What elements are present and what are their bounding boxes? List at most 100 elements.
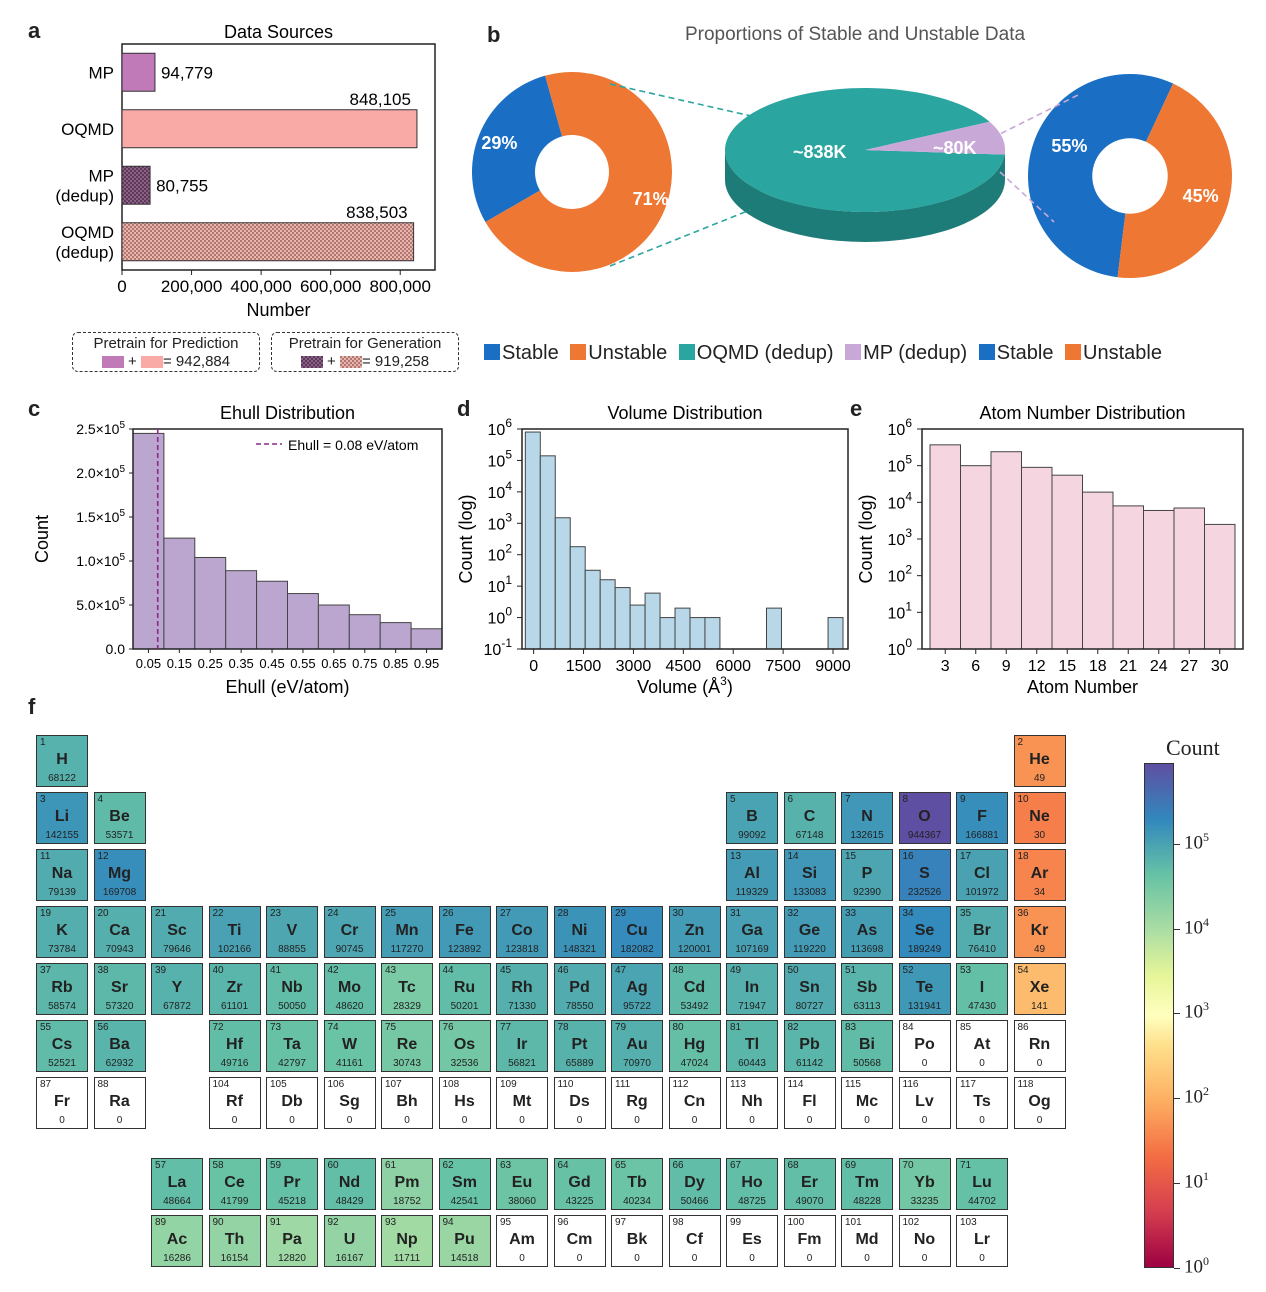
element-number: 36 bbox=[1017, 908, 1029, 919]
right-donut-slice-1 bbox=[1117, 83, 1232, 278]
element-number: 90 bbox=[212, 1217, 224, 1228]
element-number: 29 bbox=[615, 908, 627, 919]
element-number: 54 bbox=[1017, 965, 1029, 976]
element-cell-fl: 114 Fl 0 bbox=[783, 1077, 836, 1129]
element-symbol: Sg bbox=[339, 1093, 360, 1110]
element-number: 105 bbox=[270, 1079, 287, 1090]
element-count: 44702 bbox=[968, 1196, 996, 1207]
element-count: 47024 bbox=[680, 1058, 709, 1069]
chart-c-frame bbox=[132, 428, 443, 650]
bar-a-0 bbox=[121, 52, 156, 92]
element-symbol: Dy bbox=[684, 1174, 705, 1191]
panel-label-c: c bbox=[28, 396, 41, 421]
element-count: 142155 bbox=[45, 830, 79, 841]
element-cell-pr: 59 Pr 45218 bbox=[266, 1158, 318, 1210]
element-symbol: Es bbox=[742, 1231, 762, 1248]
element-number: 118 bbox=[1017, 1079, 1034, 1090]
element-count: 119329 bbox=[735, 887, 769, 898]
element-symbol: Ds bbox=[569, 1093, 590, 1110]
element-cell-he: 2 He 49 bbox=[1013, 735, 1066, 787]
element-number: 85 bbox=[960, 1022, 972, 1033]
element-number: 25 bbox=[385, 908, 397, 919]
element-cell-w: 74 W 41161 bbox=[323, 1020, 376, 1072]
element-number: 102 bbox=[902, 1217, 920, 1228]
element-cell-mg: 12 Mg 169708 bbox=[93, 849, 146, 901]
colorbar-tick-0 bbox=[1174, 1268, 1180, 1269]
element-count: 0 bbox=[979, 1115, 985, 1126]
chart-a-frame bbox=[121, 43, 436, 271]
category-label-a-3: OQMD bbox=[61, 223, 114, 242]
element-number: 108 bbox=[442, 1079, 460, 1090]
element-number: 12 bbox=[97, 851, 109, 862]
element-count: 0 bbox=[749, 1115, 755, 1126]
x-tick-label-c-8: 0.85 bbox=[383, 656, 408, 671]
legend-generation-title: Pretrain for Generation bbox=[288, 335, 442, 352]
element-cell-co: 27 Co 123818 bbox=[496, 906, 548, 958]
element-count: 0 bbox=[116, 1115, 123, 1126]
panel-label-a: a bbox=[28, 18, 41, 43]
element-symbol: Po bbox=[914, 1036, 935, 1053]
element-cell-as: 33 As 113698 bbox=[841, 906, 893, 958]
element-symbol: Ge bbox=[798, 922, 821, 939]
element-count: 0 bbox=[461, 1115, 468, 1126]
right-donut-hole bbox=[1092, 138, 1168, 214]
element-symbol: Nh bbox=[741, 1093, 763, 1110]
element-number: 94 bbox=[442, 1217, 454, 1228]
x-tick-label-e-5: 18 bbox=[1089, 658, 1107, 675]
element-cell-xe: 54 Xe 141 bbox=[1013, 963, 1066, 1015]
element-number: 15 bbox=[845, 851, 857, 862]
element-number: 62 bbox=[442, 1160, 454, 1171]
element-symbol: Lr bbox=[974, 1231, 990, 1248]
colorbar-tick-label-1: 101 bbox=[1184, 1169, 1209, 1193]
element-number: 66 bbox=[672, 1160, 684, 1171]
element-symbol: Ho bbox=[741, 1174, 763, 1191]
element-cell-re: 75 Re 30743 bbox=[381, 1020, 433, 1072]
panel-label-b: b bbox=[487, 22, 501, 47]
colorbar-tick-label-4: 104 bbox=[1184, 914, 1209, 938]
x-tick-label-e-2: 9 bbox=[1002, 658, 1011, 675]
element-count: 50466 bbox=[680, 1196, 709, 1207]
element-count: 63113 bbox=[853, 1001, 881, 1012]
bar-e-6 bbox=[1112, 505, 1144, 650]
bar-a-2 bbox=[121, 165, 151, 205]
element-number: 116 bbox=[902, 1079, 919, 1090]
x-tick-label-a-1: 200,000 bbox=[161, 277, 222, 296]
pie-legend-item-oqmd-dedup: OQMD (dedup) bbox=[678, 342, 834, 364]
element-number: 39 bbox=[155, 965, 167, 976]
element-number: 89 bbox=[155, 1217, 167, 1228]
legend-pretrain-generation: Pretrain for Generation + = 919,258 bbox=[271, 332, 459, 372]
x-tick-label-d-2: 3000 bbox=[616, 658, 652, 675]
element-cell-ga: 31 Ga 107169 bbox=[726, 906, 778, 958]
element-count: 28329 bbox=[393, 1001, 421, 1012]
pie-legend-item-unstable-2: Unstable bbox=[1065, 342, 1162, 364]
element-count: 232526 bbox=[907, 887, 942, 898]
x-tick-label-e-1: 6 bbox=[971, 658, 980, 675]
element-symbol: Bk bbox=[626, 1231, 648, 1248]
element-count: 76410 bbox=[968, 944, 996, 955]
element-cell-ca: 20 Ca 70943 bbox=[93, 906, 146, 958]
element-symbol: Li bbox=[54, 808, 70, 825]
element-number: 79 bbox=[615, 1022, 627, 1033]
element-number: 5 bbox=[730, 794, 736, 805]
element-symbol: Ni bbox=[571, 922, 588, 939]
element-symbol: Ca bbox=[109, 922, 130, 939]
element-symbol: Na bbox=[51, 865, 73, 882]
element-number: 31 bbox=[730, 908, 742, 919]
element-cell-sn: 50 Sn 80727 bbox=[783, 963, 836, 1015]
element-cell-sc: 21 Sc 79646 bbox=[151, 906, 203, 958]
element-count: 133083 bbox=[792, 887, 827, 898]
element-cell-bh: 107 Bh 0 bbox=[381, 1077, 433, 1129]
bar-e-3 bbox=[1021, 466, 1053, 650]
element-cell-mt: 109 Mt 0 bbox=[496, 1077, 548, 1129]
connector-right-top bbox=[991, 93, 1081, 139]
connector-left-top bbox=[609, 83, 761, 119]
element-cell-pm: 61 Pm 18752 bbox=[381, 1158, 433, 1210]
element-count: 944367 bbox=[907, 830, 942, 841]
element-number: 92 bbox=[327, 1217, 339, 1228]
element-count: 48620 bbox=[335, 1001, 364, 1012]
element-symbol: Rg bbox=[626, 1093, 648, 1110]
element-number: 112 bbox=[672, 1079, 689, 1090]
element-symbol: S bbox=[919, 865, 930, 882]
x-tick-label-d-3: 4500 bbox=[666, 658, 702, 675]
element-symbol: Zn bbox=[684, 922, 705, 939]
